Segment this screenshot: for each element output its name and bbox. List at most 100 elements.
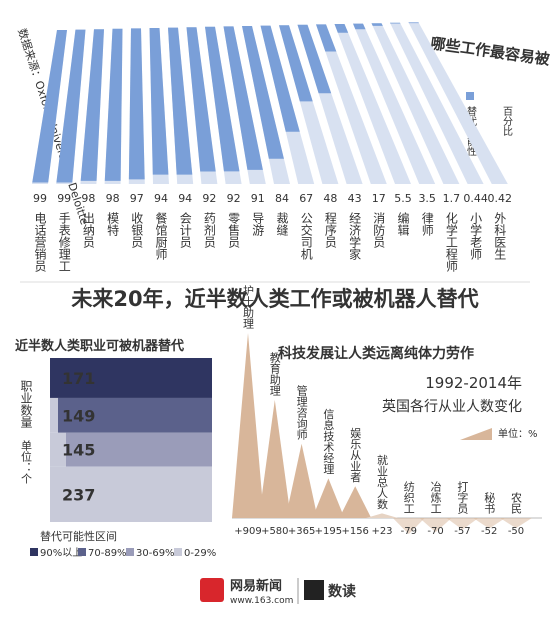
- right-subtitle2: 英国各行从业人数变化: [382, 398, 522, 415]
- legend-label: 90%以上: [40, 547, 82, 559]
- segment: [74, 466, 212, 522]
- triangle: [366, 513, 398, 518]
- value-label: 5.5: [394, 192, 412, 205]
- bar-track: [316, 24, 387, 185]
- value-label: 0.44: [463, 192, 488, 205]
- category-label: 冶炼工: [429, 480, 442, 514]
- category-label: 打字员: [456, 480, 469, 515]
- value-label: 0.42: [488, 192, 513, 205]
- bar: [186, 27, 216, 172]
- triangle: [446, 518, 479, 530]
- product-icon: [304, 580, 324, 600]
- category-label: 导游: [251, 212, 265, 236]
- value-label: -79: [401, 526, 417, 537]
- legend-label: 30-69%: [136, 548, 175, 559]
- segment: [58, 397, 212, 433]
- bar: [128, 28, 145, 180]
- category-label: 外科医生: [493, 212, 507, 260]
- y-unit: 单位：个: [20, 440, 33, 484]
- value-label: 84: [275, 192, 289, 205]
- value-label: 1.7: [443, 192, 461, 205]
- segment-edge: [50, 466, 74, 522]
- value-label: +156: [341, 526, 368, 537]
- segment-label: 171: [62, 369, 95, 388]
- bar: [149, 28, 169, 175]
- footer-url: www.163.com: [230, 596, 293, 606]
- triangle: [232, 333, 264, 518]
- triangle: [285, 443, 318, 518]
- value-label: +580: [261, 526, 288, 537]
- legend-swatch: [78, 548, 86, 556]
- value-label: 48: [323, 192, 337, 205]
- category-label: 护士助理: [242, 284, 255, 329]
- value-label: 98: [81, 192, 95, 205]
- category-label: 零售员: [227, 212, 241, 249]
- category-label: 餐馆厨师: [154, 211, 168, 260]
- left-title: 近半数人类职业可被机器替代: [15, 338, 184, 354]
- bar: [168, 27, 193, 175]
- value-label: 3.5: [418, 192, 436, 205]
- value-label: 94: [178, 192, 192, 205]
- segment-label: 237: [62, 485, 95, 504]
- category-label: 编辑: [396, 211, 410, 236]
- bar-track: [371, 23, 460, 185]
- category-label: 消防员: [372, 212, 386, 249]
- category-label: 药剂员: [202, 212, 216, 249]
- category-label: 手表修理工: [57, 212, 71, 272]
- value-label: 92: [202, 192, 216, 205]
- footer-brand: 网易新闻: [230, 578, 282, 594]
- value-label: 99: [57, 192, 71, 205]
- footer-product: 数读: [328, 583, 356, 600]
- bar: [334, 24, 349, 33]
- triangle: [419, 518, 452, 533]
- legend-label: 70-89%: [88, 548, 127, 559]
- category-label: 律师: [420, 212, 434, 236]
- bar: [80, 29, 104, 181]
- value-label: -52: [481, 526, 497, 537]
- category-label: 出纳员: [81, 212, 95, 249]
- unit-label: 百分比: [501, 106, 513, 136]
- segment-label: 145: [62, 441, 95, 460]
- category-label: 会计员: [178, 212, 192, 249]
- triangle: [500, 518, 532, 529]
- value-label: 94: [154, 192, 168, 205]
- legend-swatch: [126, 548, 134, 556]
- bar-track: [408, 22, 508, 185]
- bar: [390, 22, 401, 24]
- unit-icon: [460, 428, 492, 440]
- bar: [242, 26, 284, 159]
- bar: [56, 29, 86, 183]
- category-label: 程序员: [323, 211, 337, 249]
- category-label: 电话营销员: [33, 212, 47, 273]
- right-subtitle: 1992-2014年: [425, 374, 522, 392]
- triangle: [312, 478, 345, 518]
- category-label: 收银员: [130, 212, 144, 249]
- bar: [32, 30, 67, 183]
- value-label: 17: [372, 192, 386, 205]
- bar-track: [390, 22, 484, 184]
- legend-title: 替代可能性区间: [40, 529, 117, 543]
- value-label: -50: [508, 526, 524, 537]
- logo-icon: [200, 578, 224, 602]
- segment: [66, 432, 212, 467]
- bar: [408, 22, 419, 24]
- value-label: 98: [106, 192, 120, 205]
- bar-track: [334, 24, 411, 184]
- bar: [297, 24, 332, 94]
- segment: [50, 358, 212, 398]
- triangle: [258, 399, 291, 518]
- segment-edge: [50, 397, 58, 433]
- value-label: +195: [315, 526, 342, 537]
- bar: [371, 23, 383, 26]
- value-label: 67: [299, 192, 313, 205]
- bar: [353, 23, 366, 30]
- value-label: +365: [288, 526, 315, 537]
- legend-swatch: [466, 92, 474, 100]
- category-label: 纺织工: [402, 480, 415, 514]
- right-title: 科技发展让人类远离纯体力劳作: [278, 345, 474, 362]
- segment-label: 149: [62, 406, 95, 425]
- triangle: [392, 518, 425, 535]
- right-unit: 单位：%: [498, 427, 538, 440]
- category-label: 裁缝: [275, 212, 289, 236]
- value-label: 91: [251, 192, 265, 205]
